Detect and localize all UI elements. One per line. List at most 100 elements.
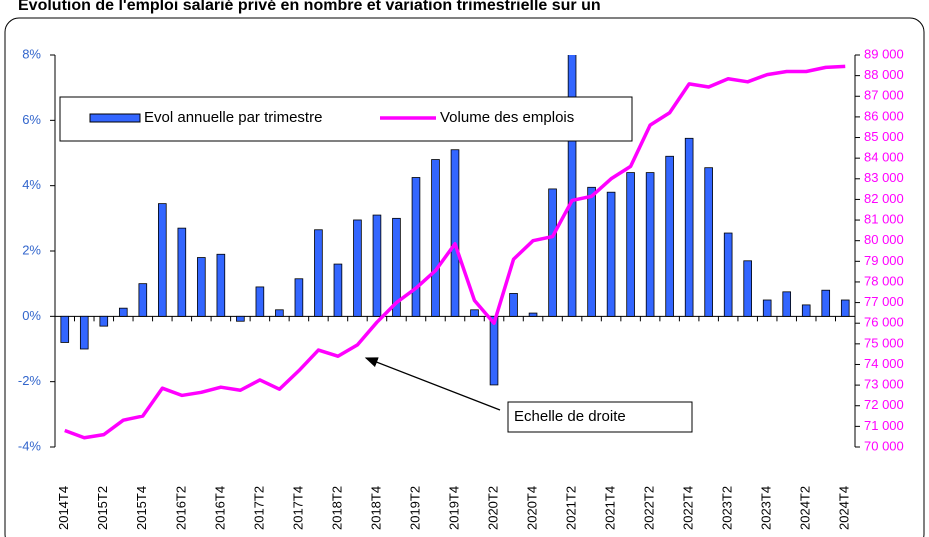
y2-tick-label: 71 000 [864, 418, 904, 433]
bar [275, 309, 284, 317]
bar [567, 55, 577, 317]
x-tick-label: 2024T2 [798, 486, 813, 530]
legend [59, 96, 633, 142]
bar [411, 177, 421, 317]
y2-tick-label: 82 000 [864, 191, 904, 206]
bar [138, 283, 148, 317]
bar [99, 315, 109, 327]
y2-tick-label: 89 000 [864, 46, 904, 61]
legend-label: Evol annuelle par trimestre [144, 109, 322, 126]
plot-area: -4% -2% 0% 2% 4% 6% 8% 70 000 71 000 72 000 73 000… [18, 46, 904, 530]
bar [704, 167, 713, 317]
bar [743, 260, 752, 317]
y2-tick-label: 80 000 [864, 232, 904, 247]
bar [372, 214, 382, 317]
chart-frame [4, 17, 925, 537]
x-tick-label: 2015T2 [95, 486, 110, 530]
y2-tick-label: 77 000 [864, 294, 904, 309]
x-tick-label: 2022T4 [681, 486, 696, 530]
bar [392, 217, 401, 317]
bar [821, 289, 831, 317]
annotation: Echelle de droite [514, 408, 626, 425]
x-tick-label: 2018T4 [368, 486, 383, 530]
bar [587, 186, 596, 317]
x-tick-label: 2018T2 [329, 486, 344, 530]
y-tick-label: -4% [18, 438, 42, 453]
bar [236, 315, 245, 322]
bar [333, 263, 343, 317]
bar [314, 229, 323, 317]
bar [470, 309, 479, 317]
y2-tick-label: 75 000 [864, 335, 904, 350]
y2-tick-label: 84 000 [864, 150, 904, 165]
y2-tick-label: 72 000 [864, 397, 904, 412]
y2-tick-label: 83 000 [864, 170, 904, 185]
bar [665, 155, 674, 317]
bar [197, 257, 206, 317]
bar [684, 137, 694, 317]
y-tick-label: 4% [22, 177, 41, 192]
bar [216, 253, 226, 317]
legend-label: Volume des emplois [440, 109, 574, 126]
y2-tick-label: 86 000 [864, 108, 904, 123]
x-tick-label: 2023T4 [759, 486, 774, 530]
bar [528, 312, 538, 317]
x-tick-label: 2014T4 [56, 486, 71, 530]
bar [801, 304, 811, 317]
annotation-box [507, 401, 693, 433]
y2-tick-label: 73 000 [864, 377, 904, 392]
bar [509, 293, 518, 317]
y2-tick-label: 76 000 [864, 315, 904, 330]
y2-tick-label: 78 000 [864, 273, 904, 288]
y2-tick-label: 85 000 [864, 129, 904, 144]
line [64, 64, 846, 440]
bar [645, 172, 655, 317]
bar [489, 315, 499, 386]
y-tick-label: -2% [18, 373, 42, 388]
x-tick-label: 2024T4 [837, 486, 852, 530]
y-tick-label: 8% [22, 46, 41, 61]
x-tick-label: 2020T4 [524, 486, 539, 530]
bar [606, 191, 616, 317]
bar [450, 149, 460, 317]
x-tick-label: 2020T2 [485, 486, 500, 530]
x-tick-label: 2021T4 [603, 486, 618, 530]
bar [840, 299, 850, 317]
bar [626, 172, 635, 317]
bar [255, 286, 265, 317]
x-tick-label: 2017T4 [290, 486, 305, 530]
x-tick-label: 2022T2 [642, 486, 657, 530]
y2-tick-label: 87 000 [864, 88, 904, 103]
y-tick-label: 6% [22, 112, 41, 127]
overlay: Echelle de droite Evol annuelle par trim… [59, 96, 693, 433]
bar [177, 227, 187, 317]
bar [548, 188, 557, 317]
x-tick-label: 2015T4 [134, 486, 149, 530]
x-tick-label: 2023T2 [720, 486, 735, 530]
legend-swatch [89, 113, 141, 123]
y2-tick-label: 70 000 [864, 438, 904, 453]
bar [782, 291, 792, 317]
x-tick-label: 2019T4 [446, 486, 461, 530]
x-tick-label: 2016T2 [173, 486, 188, 530]
x-tick-label: 2016T4 [212, 486, 227, 530]
y2-tick-label: 88 000 [864, 67, 904, 82]
bar [431, 159, 440, 317]
chart-title: Évolution de l'emploi salarié privé en n… [18, 0, 601, 14]
x-tick-label: 2017T2 [251, 486, 266, 530]
bar [294, 278, 304, 317]
series-group [60, 55, 850, 440]
x-tick-label: 2021T2 [564, 486, 579, 530]
y-tick-label: 0% [22, 308, 41, 323]
bar [723, 232, 733, 317]
y2-tick-label: 81 000 [864, 211, 904, 226]
y2-tick-label: 74 000 [864, 356, 904, 371]
y2-tick-label: 79 000 [864, 253, 904, 268]
annotation-arrow [364, 357, 501, 411]
y-tick-label: 2% [22, 242, 41, 257]
bar [762, 299, 772, 317]
bar [353, 219, 362, 317]
bar [60, 315, 70, 343]
